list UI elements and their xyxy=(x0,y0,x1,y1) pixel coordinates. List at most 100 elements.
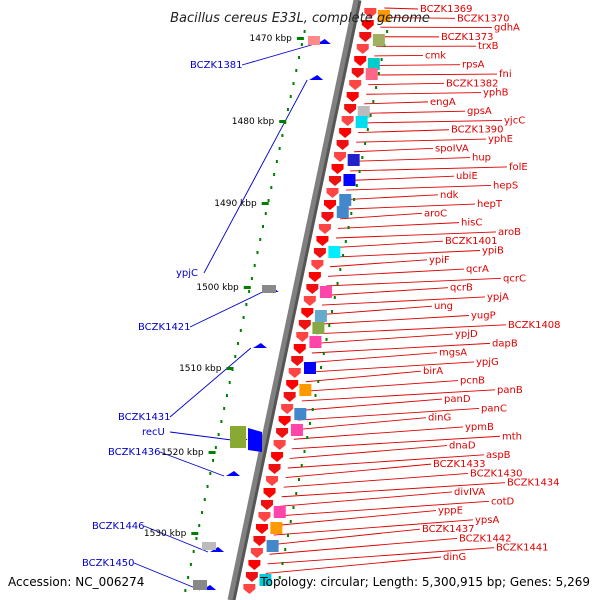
tick-label: 1520 kbp xyxy=(161,448,204,458)
label-connector xyxy=(362,110,466,114)
label-connector xyxy=(169,347,252,418)
gene-label-cotd: cotD xyxy=(491,496,515,507)
genome-backbone xyxy=(227,0,362,600)
gene-category-block xyxy=(365,68,378,80)
gene-label-bczk1370: BCZK1370 xyxy=(457,13,510,24)
gene-label-ypjg: ypjG xyxy=(476,357,499,368)
forward-gene-arrow xyxy=(245,572,258,582)
scale-dot xyxy=(200,511,203,514)
tick-label: 1490 kbp xyxy=(214,199,257,209)
gene-label-hisc: hisC xyxy=(461,218,482,229)
forward-gene-arrow xyxy=(361,20,374,30)
forward-gene-arrow xyxy=(346,92,359,102)
scale-dot xyxy=(189,563,192,566)
inner-dot xyxy=(297,478,300,481)
label-connector xyxy=(189,291,263,328)
forward-gene-arrow xyxy=(250,548,263,558)
gene-label-pcnb: pcnB xyxy=(460,376,485,387)
gene-label-bczk1401: BCZK1401 xyxy=(445,236,498,247)
tick-label: 1530 kbp xyxy=(144,529,187,539)
label-connector xyxy=(203,79,308,274)
scale-dot xyxy=(298,56,301,59)
scale-dot xyxy=(275,160,278,163)
label-connector xyxy=(354,147,434,153)
label-connector xyxy=(299,398,443,411)
label-connector xyxy=(287,454,485,469)
gene-label-bczk1381: BCZK1381 xyxy=(190,60,243,71)
inner-dot xyxy=(289,520,292,523)
reverse-gene-block xyxy=(262,285,276,293)
label-connector xyxy=(293,426,464,440)
reverse-gene-block xyxy=(248,428,262,452)
inner-dot xyxy=(353,198,356,201)
gene-label-gdha: gdhA xyxy=(494,23,520,34)
gene-category-block xyxy=(347,154,360,166)
forward-gene-arrow xyxy=(316,236,329,246)
label-connector xyxy=(133,562,201,591)
label-connector xyxy=(340,212,423,220)
forward-gene-arrow xyxy=(306,284,319,294)
scale-dot xyxy=(228,381,231,384)
inner-dot xyxy=(333,296,336,299)
gene-label-fole: folE xyxy=(509,162,528,173)
gene-label-yugp: yugP xyxy=(471,311,496,322)
gene-label-ypjd: ypjD xyxy=(455,329,478,340)
reverse-gene-block xyxy=(230,426,246,448)
gene-label-diviva: divIVA xyxy=(454,487,485,498)
inner-dot xyxy=(292,506,295,509)
label-connector xyxy=(317,315,470,325)
reverse-gene-block xyxy=(308,36,320,45)
inner-dot xyxy=(281,562,284,565)
gene-label-bczk1436: BCZK1436 xyxy=(108,447,161,458)
gene-category-block xyxy=(294,408,307,420)
inner-dot xyxy=(311,408,314,411)
label-connector xyxy=(368,82,445,86)
forward-gene-arrow xyxy=(311,260,324,270)
tick-mark xyxy=(208,451,216,454)
inner-dot xyxy=(325,338,328,341)
gene-label-bczk1373: BCZK1373 xyxy=(441,32,494,43)
label-connector xyxy=(275,510,437,526)
reverse-gene-block xyxy=(193,580,207,590)
reverse-gene-block xyxy=(202,542,216,550)
tick-mark xyxy=(191,532,199,535)
forward-gene-arrow xyxy=(313,248,326,258)
gene-label-bczk1433: BCZK1433 xyxy=(433,459,486,470)
scale-dot xyxy=(239,329,242,332)
gene-label-bczk1434: BCZK1434 xyxy=(507,478,560,489)
scale-dot xyxy=(217,433,220,436)
label-connector xyxy=(319,305,433,316)
gene-label-ypif: ypiF xyxy=(429,255,450,266)
label-connector xyxy=(303,380,459,392)
scale-dot xyxy=(223,407,226,410)
inner-dot xyxy=(278,576,281,579)
inner-dot xyxy=(306,436,309,439)
label-connector xyxy=(348,175,455,181)
forward-gene-arrow xyxy=(334,152,347,162)
forward-gene-arrow xyxy=(248,560,261,570)
gene-label-dnad: dnaD xyxy=(449,441,476,452)
gene-label-bczk1421: BCZK1421 xyxy=(138,322,191,333)
gene-label-bczk1442: BCZK1442 xyxy=(459,533,512,544)
reverse-gene-arrow xyxy=(309,75,324,80)
gene-label-bczk1437: BCZK1437 xyxy=(422,524,475,535)
gene-category-block xyxy=(270,522,283,534)
forward-gene-arrow xyxy=(329,176,342,186)
label-connector xyxy=(273,519,474,536)
inner-dot xyxy=(322,352,325,355)
forward-gene-arrow xyxy=(351,68,364,78)
inner-dot xyxy=(358,170,361,173)
gene-label-fni: fni xyxy=(499,69,512,80)
inner-dot xyxy=(300,464,303,467)
label-connector xyxy=(364,101,429,105)
inner-dot xyxy=(380,58,383,61)
backbone-line xyxy=(227,0,359,600)
forward-gene-arrow xyxy=(276,428,289,438)
scale-dot xyxy=(198,524,201,527)
gene-label-dapb: dapB xyxy=(492,338,518,349)
inner-dot xyxy=(364,142,367,145)
reverse-gene-arrow xyxy=(210,547,225,552)
label-connector xyxy=(329,259,428,268)
gene-label-panc: panC xyxy=(481,403,507,414)
forward-gene-arrow xyxy=(258,512,271,522)
